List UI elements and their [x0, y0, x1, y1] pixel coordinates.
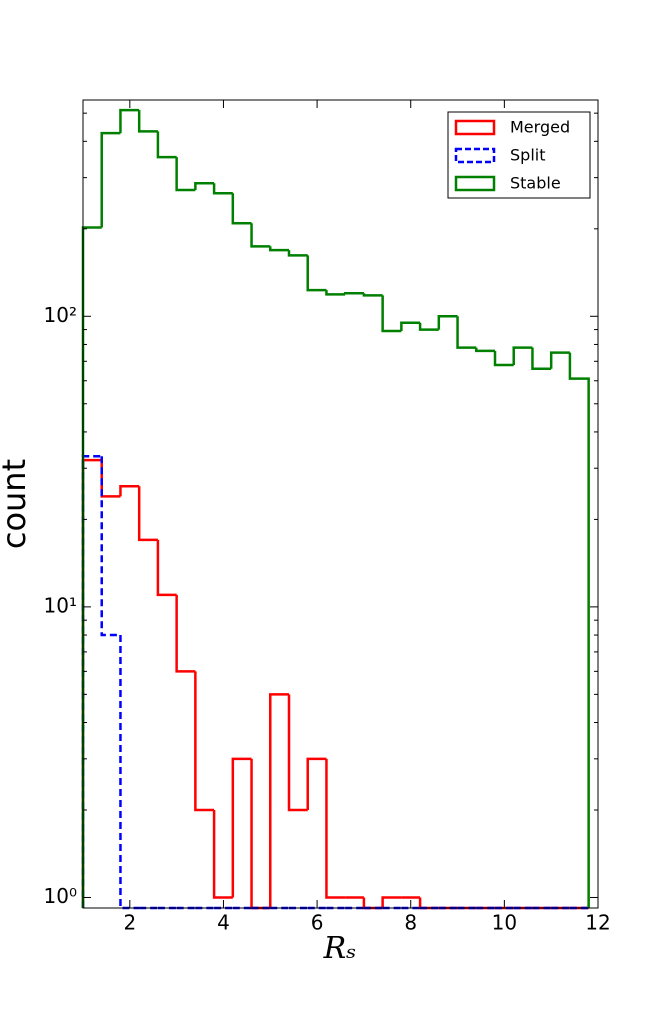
histogram-step [325, 758, 346, 899]
histogram-step [137, 486, 158, 542]
legend: Merged Split Stable [447, 111, 591, 199]
histogram-step [549, 351, 570, 369]
histogram-step [306, 255, 327, 292]
histogram-step [325, 290, 346, 296]
histogram-step [250, 223, 271, 248]
histogram-step [456, 316, 477, 349]
histogram-step [531, 347, 552, 370]
histogram-step [156, 539, 177, 597]
histogram-step [343, 292, 364, 295]
x-tick-label: 6 [311, 911, 324, 935]
plot-frame [82, 99, 599, 909]
histogram-step [418, 322, 439, 331]
histogram-step [287, 694, 308, 812]
histogram-step [119, 485, 140, 497]
legend-swatch [454, 175, 496, 192]
histogram-step [269, 693, 289, 908]
histogram-step [437, 315, 458, 330]
histogram-step [175, 594, 196, 673]
histogram-step [512, 346, 533, 365]
x-tick-label: 8 [404, 911, 417, 935]
x-axis-label: Rₛ [323, 931, 357, 966]
histogram-step [81, 454, 102, 908]
histogram-step [231, 193, 252, 225]
legend-box [447, 111, 591, 199]
histogram-step [119, 635, 140, 910]
histogram-step [100, 460, 121, 498]
histogram-step [493, 350, 514, 367]
histogram-step [250, 758, 271, 910]
x-tick-label: 10 [492, 911, 517, 935]
histogram-step [269, 246, 289, 252]
histogram-step [381, 295, 402, 333]
histogram-step [81, 458, 102, 908]
histogram-step [194, 181, 215, 191]
legend-label: Stable [510, 174, 561, 193]
histogram-step [475, 347, 495, 353]
histogram-step [287, 250, 308, 257]
x-tick-label: 2 [123, 911, 136, 935]
y-tick-label: 10¹ [44, 593, 77, 617]
histogram-step [212, 183, 233, 195]
histogram-step [400, 321, 421, 331]
histogram-step [212, 809, 233, 899]
x-tick-label: 12 [585, 911, 610, 935]
legend-label: Split [510, 146, 545, 165]
legend-swatch [454, 147, 496, 164]
histogram-step [362, 897, 383, 910]
histogram-step [306, 757, 327, 810]
y-axis-label: count [0, 459, 33, 549]
y-tick-label: 10⁰ [44, 884, 77, 908]
histogram-step [175, 157, 196, 192]
x-tick-label: 4 [217, 911, 230, 935]
histogram-step [568, 352, 590, 908]
y-tick-label: 10² [44, 303, 77, 327]
histogram-step [194, 671, 215, 812]
histogram-step [119, 108, 140, 134]
histogram-step [381, 896, 402, 908]
legend-label: Merged [510, 118, 570, 137]
histogram-step [418, 897, 439, 910]
histogram-step [231, 757, 252, 898]
legend-swatch [454, 119, 496, 136]
histogram-step [100, 456, 121, 637]
histogram-step [100, 131, 121, 228]
histogram-step [362, 293, 383, 297]
histogram-step [156, 131, 177, 159]
histogram-step [137, 110, 158, 133]
